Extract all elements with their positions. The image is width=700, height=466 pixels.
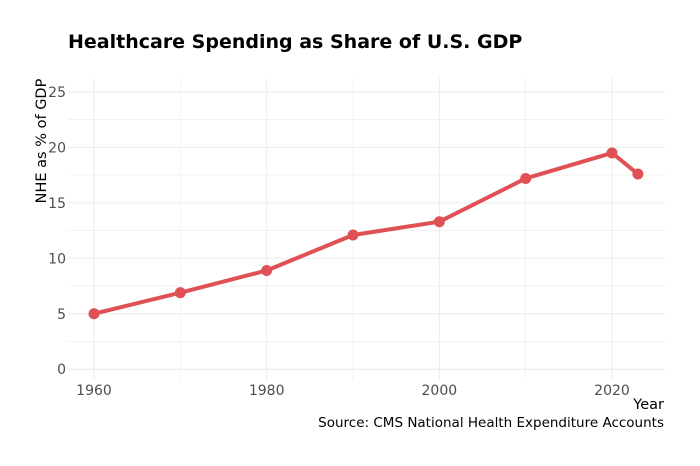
- data-point: [174, 287, 186, 299]
- data-point: [433, 216, 445, 228]
- chart-title: Healthcare Spending as Share of U.S. GDP: [68, 31, 523, 53]
- data-point: [88, 308, 100, 320]
- data-point: [261, 264, 273, 276]
- x-tick-label: 2000: [422, 383, 458, 399]
- x-tick-label: 2020: [594, 383, 630, 399]
- y-tick-label: 0: [57, 362, 66, 378]
- data-point: [632, 168, 644, 180]
- y-tick-label: 5: [57, 307, 66, 323]
- y-axis-label: NHE as % of GDP: [34, 78, 50, 203]
- y-tick-label: 15: [48, 196, 66, 212]
- series-line: [92, 150, 640, 316]
- chart-caption: Source: CMS National Health Expenditure …: [318, 415, 664, 431]
- data-point: [606, 147, 618, 159]
- y-tick-label: 25: [48, 85, 66, 101]
- x-axis-label: Year: [632, 397, 664, 413]
- y-tick-label: 20: [48, 140, 66, 156]
- data-point: [520, 172, 532, 184]
- y-tick-label: 10: [48, 251, 66, 267]
- x-tick-label: 1960: [76, 383, 112, 399]
- x-tick-label: 1980: [249, 383, 285, 399]
- data-point: [347, 229, 359, 241]
